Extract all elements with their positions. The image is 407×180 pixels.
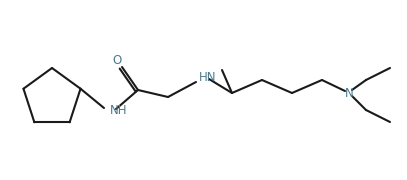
Text: O: O [112,53,122,66]
Text: N: N [345,87,353,100]
Text: NH: NH [110,103,127,116]
Text: HN: HN [199,71,217,84]
